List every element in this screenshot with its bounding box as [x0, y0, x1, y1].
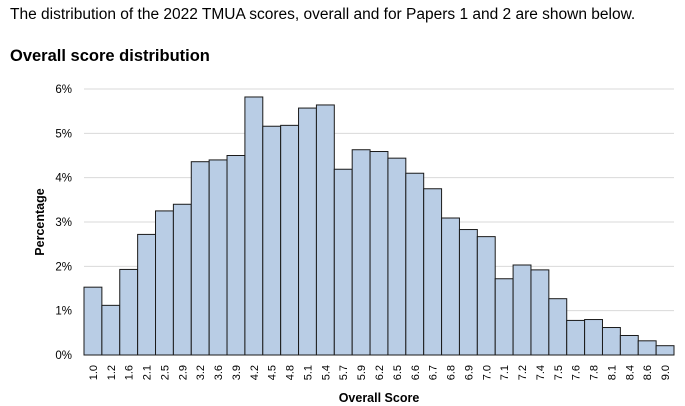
bar: [226, 155, 246, 356]
bar: [619, 334, 639, 356]
bar: [351, 149, 371, 356]
x-tick-label: 7.0: [481, 365, 493, 380]
x-tick-label: 4.5: [267, 365, 279, 380]
bar: [441, 217, 460, 356]
x-tick-label: 6.2: [374, 365, 386, 380]
x-tick-label: 7.1: [499, 365, 511, 380]
bar: [369, 151, 389, 356]
x-tick-label: 7.5: [553, 365, 565, 380]
bar: [655, 345, 675, 356]
x-tick-labels: 1.0 1.2 1.6 2.1 2.5 2.9 3.2 3.6 3.9 4.2 4.5 4.8 5.1 5…: [88, 365, 672, 380]
intro-text: The distribution of the 2022 TMUA scores…: [10, 6, 636, 23]
bar: [494, 278, 514, 356]
x-tick-label: 6.5: [392, 365, 404, 380]
x-tick-label: 4.8: [285, 365, 297, 380]
bar: [405, 172, 425, 356]
x-tick-label: 6.8: [446, 365, 458, 380]
bar: [333, 168, 353, 356]
bar: [298, 107, 317, 356]
x-tick-label: 6.6: [410, 365, 422, 380]
bar: [244, 96, 264, 356]
bar: [637, 340, 657, 356]
bars: [83, 96, 675, 356]
x-tick-label: 6.9: [463, 365, 475, 380]
bar: [101, 304, 121, 356]
y-tick-label: 2%: [55, 261, 72, 273]
y-tick-labels: 0% 1% 2% 3% 4% 5% 6%: [55, 84, 72, 362]
x-tick-label: 1.6: [124, 365, 136, 380]
x-tick-label: 3.6: [213, 365, 225, 380]
x-tick-label: 9.0: [660, 365, 672, 380]
bar: [601, 327, 621, 356]
bar: [584, 319, 603, 356]
y-tick-label: 1%: [55, 306, 72, 318]
y-tick-label: 5%: [55, 128, 72, 140]
x-tick-label: 7.2: [517, 365, 529, 380]
bar: [387, 157, 407, 356]
bar: [476, 236, 496, 356]
x-axis-title: Overall Score: [339, 391, 420, 405]
y-tick-label: 3%: [55, 217, 72, 229]
bar: [137, 233, 157, 356]
bar: [172, 203, 192, 356]
bar: [155, 210, 174, 356]
y-axis-title: Percentage: [33, 188, 47, 255]
bar: [83, 286, 103, 356]
bar: [458, 229, 478, 356]
x-tick-label: 8.6: [642, 365, 654, 380]
bar: [548, 298, 568, 356]
bar: [119, 268, 139, 356]
bar: [566, 319, 586, 356]
x-tick-label: 5.1: [302, 365, 314, 380]
x-tick-label: 2.1: [142, 365, 154, 380]
bar: [280, 124, 300, 356]
section-heading: Overall score distribution: [10, 47, 210, 65]
x-tick-label: 7.8: [589, 365, 601, 380]
x-tick-label: 2.9: [177, 365, 189, 380]
x-tick-label: 4.2: [249, 365, 261, 380]
x-tick-label: 2.5: [159, 365, 171, 380]
x-tick-label: 1.0: [88, 365, 100, 380]
x-tick-label: 6.7: [428, 365, 440, 380]
x-tick-label: 7.4: [535, 365, 547, 380]
bar: [530, 269, 550, 356]
x-tick-label: 5.7: [338, 365, 350, 380]
x-tick-label: 3.2: [195, 365, 207, 380]
bar: [262, 125, 282, 356]
x-tick-label: 3.9: [231, 365, 243, 380]
x-tick-label: 5.4: [320, 365, 332, 380]
y-tick-label: 4%: [55, 173, 72, 185]
bar: [208, 159, 228, 356]
bar: [423, 188, 443, 356]
bar: [512, 264, 532, 356]
x-tick-label: 5.9: [356, 365, 368, 380]
x-tick-label: 8.1: [606, 365, 618, 380]
bar: [315, 104, 335, 356]
x-tick-label: 8.4: [624, 365, 636, 380]
bar: [190, 161, 210, 356]
y-tick-label: 6%: [55, 84, 72, 96]
x-tick-label: 1.2: [106, 365, 118, 380]
x-tick-label: 7.6: [571, 365, 583, 380]
y-tick-label: 0%: [55, 350, 72, 362]
